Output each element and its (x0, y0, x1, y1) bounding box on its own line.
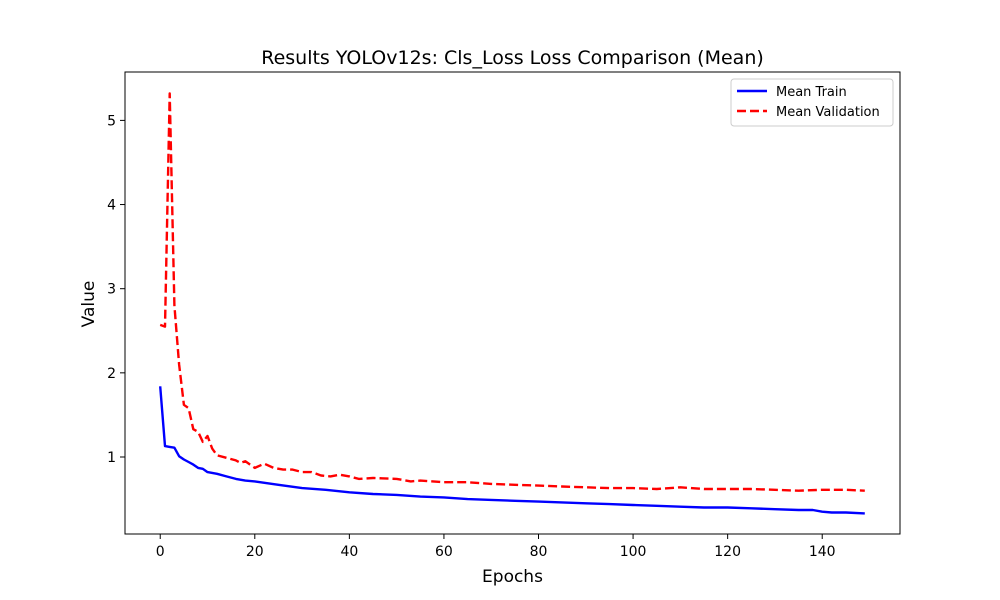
series-layer (159, 92, 865, 515)
x-tick-label: 60 (435, 544, 453, 560)
x-tick-label: 80 (530, 544, 548, 560)
series-line-1 (159, 386, 865, 515)
chart-title: Results YOLOv12s: Cls_Loss Loss Comparis… (261, 47, 764, 69)
axes-layer: 0 20 40 60 80 100 120 140 1 2 3 4 5 (107, 71, 901, 560)
y-axis-label: Value (79, 281, 99, 328)
y-tick-label: 2 (107, 366, 116, 382)
y-tick-label: 3 (107, 282, 116, 298)
x-tick-label: 20 (246, 544, 264, 560)
x-tick-label: 0 (156, 544, 165, 560)
legend-label-1: Mean Train (776, 85, 847, 100)
x-tick-label: 140 (809, 544, 836, 560)
x-tick-label: 100 (620, 544, 647, 560)
legend-box (730, 78, 894, 127)
y-tick-label: 5 (107, 113, 116, 129)
x-tick-label: 40 (340, 544, 358, 560)
legend-label-2: Mean Validation (776, 105, 880, 120)
x-axis-label: Epochs (482, 567, 543, 587)
plot-frame (124, 71, 901, 535)
legend: Mean Train Mean Validation (730, 78, 894, 127)
y-tick-label: 1 (107, 450, 116, 466)
y-tick-label: 4 (107, 198, 116, 214)
x-tick-label: 120 (714, 544, 741, 560)
series-line-2 (159, 92, 865, 492)
